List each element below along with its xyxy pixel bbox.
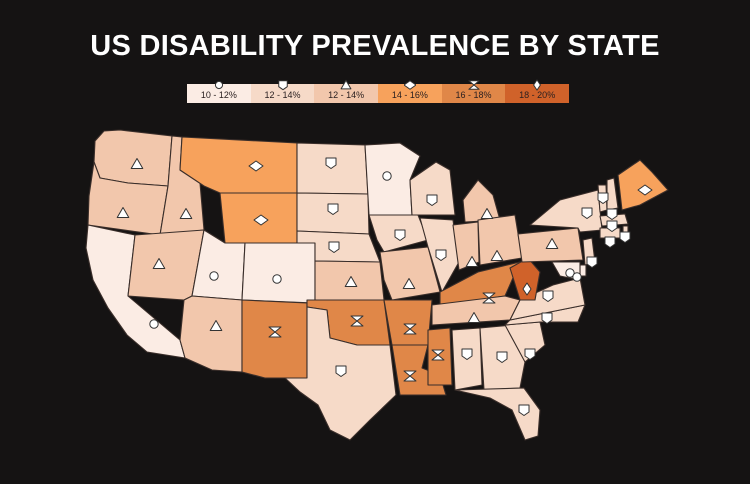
marker-nc <box>541 312 553 324</box>
legend-item-4: 14 - 16% <box>378 80 442 103</box>
marker-ok <box>350 315 364 327</box>
marker-wi <box>426 194 438 206</box>
marker-in <box>465 256 479 267</box>
marker-ar <box>403 323 417 335</box>
legend-symbol-shape <box>277 80 288 91</box>
legend-label-5: 16 - 18% <box>455 90 492 100</box>
legend-symbol-3 <box>340 79 352 90</box>
legend-symbol-6 <box>533 79 542 91</box>
marker-id <box>179 208 193 219</box>
legend-item-1: 10 - 12% <box>187 80 251 103</box>
state-wa <box>93 129 173 187</box>
state-me <box>617 159 669 211</box>
marker-ks <box>344 276 358 287</box>
marker-mo <box>402 278 416 289</box>
marker-az <box>209 320 223 331</box>
state-ky <box>439 261 521 306</box>
marker-mi <box>480 208 494 219</box>
legend-symbol-shape <box>340 79 352 90</box>
marker-pa <box>545 238 559 249</box>
marker-md <box>572 272 582 282</box>
legend-symbol-5 <box>467 80 480 90</box>
legend-symbol-shape <box>533 79 542 91</box>
state-wi <box>409 161 456 216</box>
legend-symbol-4 <box>403 80 416 90</box>
legend-symbol-shape <box>214 80 223 90</box>
marker-oh <box>490 250 504 261</box>
marker-ma <box>606 220 618 232</box>
marker-sd <box>327 203 339 215</box>
marker-vt <box>597 192 609 204</box>
marker-co <box>272 274 282 284</box>
state-ar <box>383 299 433 346</box>
marker-la <box>403 370 417 382</box>
state-nm <box>241 299 308 379</box>
markers-layer <box>116 157 653 416</box>
legend-label-3: 12 - 14% <box>328 90 365 100</box>
legend-item-6: 18 - 20% <box>505 79 570 103</box>
marker-sc <box>524 348 536 360</box>
state-fl <box>454 387 541 441</box>
marker-nm <box>268 326 282 338</box>
marker-fl <box>518 404 530 416</box>
state-mo <box>379 246 441 301</box>
marker-wv <box>522 282 532 296</box>
state-de <box>579 264 587 277</box>
legend-label-2: 12 - 14% <box>264 90 301 100</box>
marker-ut <box>209 271 219 281</box>
marker-tn <box>467 312 481 323</box>
marker-mn <box>382 171 392 181</box>
legend-label-4: 14 - 16% <box>391 90 428 100</box>
state-nh <box>606 177 619 211</box>
marker-de <box>565 268 575 278</box>
page-title: US DISABILITY PREVALENCE BY STATE <box>90 30 660 62</box>
marker-ne <box>328 241 340 253</box>
legend-item-5: 16 - 18% <box>441 80 506 103</box>
states-layer <box>85 129 669 441</box>
marker-ny <box>581 207 593 219</box>
marker-or <box>116 207 130 218</box>
state-nd <box>296 142 369 195</box>
marker-il <box>435 249 447 261</box>
marker-ca <box>149 319 159 329</box>
state-az <box>179 295 243 373</box>
marker-nj <box>586 256 598 268</box>
legend: 10 - 12% 12 - 14% 12 - 14% 14 - 16% 16 -… <box>187 79 570 103</box>
marker-ri <box>619 231 631 243</box>
state-co <box>241 242 316 304</box>
state-mi <box>462 179 501 223</box>
marker-ia <box>394 229 406 241</box>
marker-ga <box>496 351 508 363</box>
legend-label-6: 18 - 20% <box>519 90 556 100</box>
legend-symbol-shape <box>403 80 416 90</box>
marker-tx <box>335 365 347 377</box>
marker-mt <box>248 160 264 172</box>
marker-nd <box>325 157 337 169</box>
legend-symbol-shape <box>467 80 480 90</box>
marker-ky <box>482 292 496 304</box>
legend-label-1: 10 - 12% <box>200 90 237 100</box>
legend-symbol-1 <box>214 80 223 90</box>
marker-al <box>461 348 473 360</box>
marker-wa <box>130 158 144 169</box>
legend-item-3: 12 - 14% <box>314 79 379 103</box>
marker-va <box>542 290 554 302</box>
legend-symbol-2 <box>277 80 288 91</box>
marker-wy <box>253 214 269 226</box>
marker-ms <box>431 349 445 361</box>
marker-nh <box>606 208 618 220</box>
legend-item-2: 12 - 14% <box>250 80 315 103</box>
marker-ct <box>604 236 616 248</box>
marker-me <box>637 184 653 196</box>
state-nv <box>127 229 205 301</box>
marker-nv <box>152 258 166 269</box>
